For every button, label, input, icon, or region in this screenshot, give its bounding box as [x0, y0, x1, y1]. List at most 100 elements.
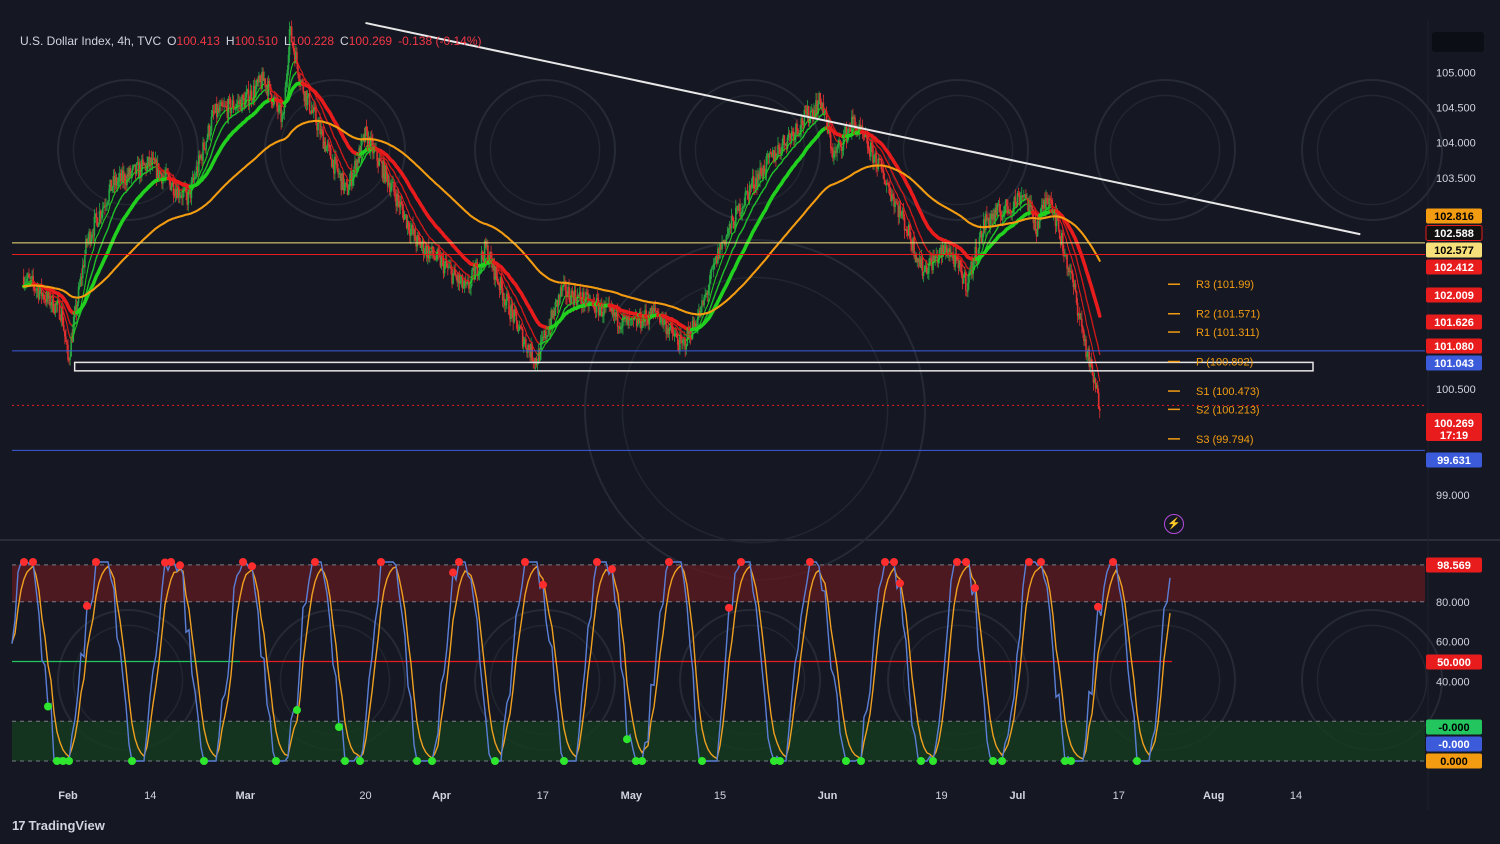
candle-body[interactable]	[626, 315, 628, 326]
candle-body[interactable]	[252, 85, 255, 101]
candle-body[interactable]	[108, 189, 110, 201]
candle-body[interactable]	[458, 274, 461, 284]
candle-body[interactable]	[262, 71, 264, 81]
candle-body[interactable]	[58, 300, 61, 320]
candle-body[interactable]	[253, 85, 256, 97]
candle-body[interactable]	[126, 174, 128, 186]
candle-body[interactable]	[278, 105, 280, 112]
candle-body[interactable]	[357, 159, 359, 163]
candle-body[interactable]	[541, 336, 544, 339]
candle-body[interactable]	[476, 262, 479, 277]
candle-body[interactable]	[561, 285, 564, 291]
candle-body[interactable]	[177, 186, 180, 197]
candle-body[interactable]	[662, 314, 664, 325]
candle-body[interactable]	[516, 320, 519, 332]
candle-body[interactable]	[624, 317, 626, 319]
candle-body[interactable]	[127, 174, 129, 178]
candle-body[interactable]	[321, 129, 324, 132]
candle-body[interactable]	[150, 157, 153, 165]
candle-body[interactable]	[690, 337, 693, 339]
candle-body[interactable]	[356, 159, 358, 173]
candle-body[interactable]	[737, 206, 739, 211]
candle-body[interactable]	[990, 213, 992, 220]
candle-body[interactable]	[125, 183, 127, 186]
candle-body[interactable]	[765, 156, 768, 173]
candle-body[interactable]	[878, 158, 881, 160]
candle-body[interactable]	[721, 241, 723, 250]
candle-body[interactable]	[898, 205, 901, 218]
candle-body[interactable]	[933, 255, 935, 261]
candle-body[interactable]	[784, 144, 787, 146]
candle-body[interactable]	[155, 159, 158, 179]
candle-body[interactable]	[307, 93, 310, 96]
candle-body[interactable]	[1028, 199, 1030, 212]
candle-body[interactable]	[113, 175, 116, 186]
candle-body[interactable]	[940, 247, 943, 257]
candle-body[interactable]	[919, 259, 922, 268]
candle-body[interactable]	[264, 78, 267, 88]
candle-body[interactable]	[717, 248, 719, 264]
candle-body[interactable]	[680, 334, 682, 340]
candle-body[interactable]	[689, 328, 692, 338]
candle-body[interactable]	[795, 123, 797, 135]
candle-body[interactable]	[719, 243, 721, 259]
candle-body[interactable]	[405, 214, 408, 229]
candle-body[interactable]	[763, 165, 766, 174]
candle-body[interactable]	[70, 336, 72, 357]
candle-body[interactable]	[238, 101, 240, 104]
candle-body[interactable]	[713, 262, 716, 264]
candle-body[interactable]	[716, 256, 718, 264]
candle-body[interactable]	[326, 144, 329, 147]
candle-body[interactable]	[372, 139, 374, 154]
candle-body[interactable]	[232, 100, 235, 110]
candle-body[interactable]	[463, 280, 466, 287]
candle-body[interactable]	[104, 205, 106, 207]
candle-body[interactable]	[36, 288, 39, 290]
candle-body[interactable]	[279, 105, 281, 106]
candle-body[interactable]	[1034, 219, 1037, 230]
candle-body[interactable]	[853, 117, 855, 120]
candle-body[interactable]	[66, 341, 68, 345]
candle-body[interactable]	[874, 153, 876, 156]
candle-body[interactable]	[137, 162, 140, 178]
candle-body[interactable]	[946, 245, 948, 256]
candle-body[interactable]	[1062, 233, 1064, 252]
candle-body[interactable]	[555, 299, 558, 303]
candle-body[interactable]	[446, 266, 449, 268]
candle-body[interactable]	[423, 252, 426, 255]
candle-body[interactable]	[596, 298, 599, 301]
candle-body[interactable]	[1086, 352, 1088, 358]
candle-body[interactable]	[921, 258, 924, 276]
candle-body[interactable]	[812, 109, 814, 119]
candle-body[interactable]	[627, 316, 629, 326]
candle-body[interactable]	[327, 144, 330, 146]
candle-body[interactable]	[96, 218, 99, 227]
candle-body[interactable]	[729, 223, 732, 229]
candle-body[interactable]	[687, 328, 690, 338]
candle-body[interactable]	[399, 201, 402, 208]
candle-body[interactable]	[849, 129, 852, 132]
candle-body[interactable]	[273, 97, 276, 99]
candle-body[interactable]	[768, 152, 771, 158]
candle-body[interactable]	[49, 291, 51, 306]
candle-body[interactable]	[1004, 206, 1006, 212]
candle-body[interactable]	[601, 302, 603, 317]
candle-body[interactable]	[1060, 233, 1063, 245]
candle-body[interactable]	[992, 213, 995, 220]
candle-body[interactable]	[410, 228, 412, 236]
candle-body[interactable]	[610, 307, 613, 312]
candle-body[interactable]	[542, 336, 545, 338]
candle-body[interactable]	[444, 261, 447, 264]
candle-body[interactable]	[455, 275, 458, 278]
candle-body[interactable]	[285, 79, 288, 88]
candle-body[interactable]	[777, 145, 779, 156]
candle-body[interactable]	[276, 97, 278, 107]
candle-body[interactable]	[380, 161, 383, 162]
candle-body[interactable]	[164, 175, 166, 177]
candle-body[interactable]	[313, 107, 315, 113]
candle-body[interactable]	[789, 134, 792, 140]
candle-body[interactable]	[785, 144, 788, 149]
candle-body[interactable]	[443, 263, 446, 274]
candle-body[interactable]	[570, 290, 573, 305]
candle-body[interactable]	[239, 99, 241, 104]
